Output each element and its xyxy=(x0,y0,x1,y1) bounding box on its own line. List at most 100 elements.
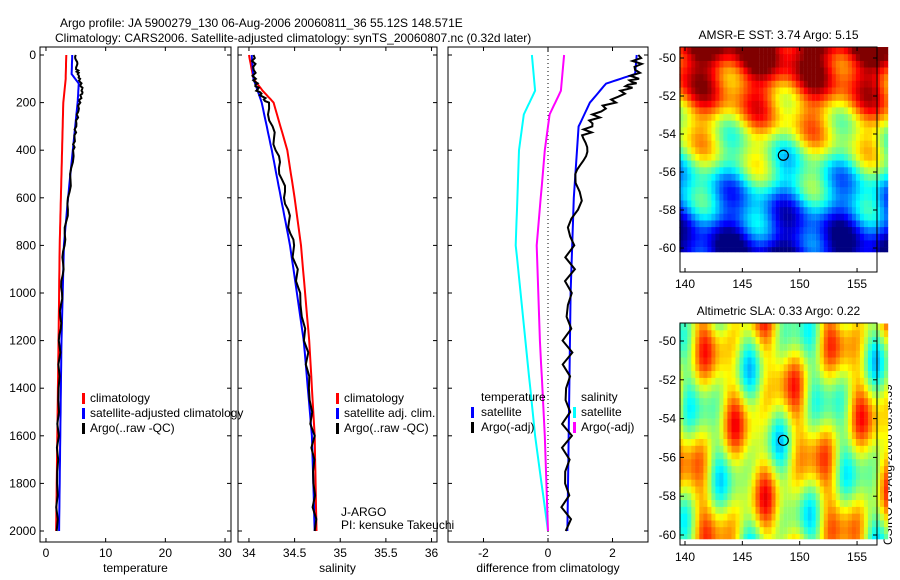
map-cell xyxy=(876,357,881,365)
map-cell xyxy=(739,80,744,88)
map-cell xyxy=(763,452,768,460)
map-cell xyxy=(876,466,881,474)
map-cell xyxy=(827,350,832,358)
map-cell xyxy=(771,452,776,460)
map-cell xyxy=(707,120,712,128)
map-cell xyxy=(779,154,784,161)
map-cell xyxy=(747,160,752,168)
map-cell xyxy=(880,147,885,155)
map-cell xyxy=(791,432,796,440)
map-cell xyxy=(719,459,724,467)
map-cell xyxy=(819,466,824,474)
map-cell xyxy=(880,527,885,535)
map-cell xyxy=(795,445,800,453)
map-cell xyxy=(739,120,744,128)
map-cell xyxy=(775,60,780,68)
map-cell xyxy=(859,323,865,331)
map-cell xyxy=(855,193,861,201)
map-cell xyxy=(807,486,812,494)
map-cell xyxy=(735,160,740,168)
map-cell xyxy=(827,167,832,175)
map-cell xyxy=(835,154,840,161)
map-cell xyxy=(715,74,720,82)
map-cell xyxy=(843,343,849,351)
map-cell xyxy=(715,67,720,75)
map-cell xyxy=(691,520,696,528)
map-cell xyxy=(719,247,724,253)
map-cell xyxy=(847,60,853,68)
y-tick-label: 1000 xyxy=(9,286,36,300)
map-cell xyxy=(775,330,780,338)
map-cell xyxy=(771,193,776,201)
map-cell xyxy=(731,364,736,372)
map-cell xyxy=(683,67,688,75)
map-cell xyxy=(859,411,865,419)
map-cell xyxy=(763,207,768,215)
map-cell xyxy=(831,425,836,433)
map-cell xyxy=(884,411,889,419)
map-cell xyxy=(851,100,857,108)
map-cell xyxy=(819,127,824,135)
map-cell xyxy=(691,513,696,521)
map-cell xyxy=(743,391,748,399)
map-cell xyxy=(699,173,704,181)
map-cell xyxy=(727,520,732,528)
map-cell xyxy=(787,80,792,88)
map-cell xyxy=(795,384,800,392)
map-cell xyxy=(703,472,708,480)
map-cell xyxy=(691,439,696,447)
map-cell xyxy=(803,207,808,215)
map-cell xyxy=(831,337,836,345)
map-cell xyxy=(876,384,881,392)
map-cell xyxy=(771,213,776,221)
map-cell xyxy=(703,227,708,235)
map-cell xyxy=(831,60,836,68)
map-cell xyxy=(851,343,857,351)
map-cell xyxy=(827,439,832,447)
map-cell xyxy=(827,371,832,379)
map-cell xyxy=(719,140,724,148)
map-cell xyxy=(739,213,744,221)
map-cell xyxy=(767,493,772,501)
map-cell xyxy=(759,147,764,155)
map-cell xyxy=(783,527,788,535)
map-cell xyxy=(715,445,720,453)
map-cell xyxy=(807,140,812,148)
map-cell xyxy=(811,411,816,419)
map-cell xyxy=(751,140,756,148)
map-cell xyxy=(691,472,696,480)
x-tick-label: 140 xyxy=(675,550,695,564)
map-cell xyxy=(839,418,844,426)
map-cell xyxy=(707,173,712,181)
map-cell xyxy=(863,357,869,365)
map-cell xyxy=(876,207,881,215)
map-cell xyxy=(707,391,712,399)
map-cell xyxy=(759,100,764,108)
legend-label: satellite xyxy=(481,405,522,419)
map-cell xyxy=(683,147,688,155)
map-cell xyxy=(727,187,732,195)
map-cell xyxy=(763,220,768,228)
map-cell xyxy=(735,384,740,392)
map-cell xyxy=(683,425,688,433)
map-cell xyxy=(783,371,788,379)
map-cell xyxy=(867,398,873,406)
map-cell xyxy=(703,60,708,68)
map-cell xyxy=(791,371,796,379)
map-cell xyxy=(771,432,776,440)
map-cell xyxy=(787,227,792,235)
map-cell xyxy=(711,418,716,426)
map-cell xyxy=(843,127,849,135)
map-cell xyxy=(815,486,820,494)
map-cell xyxy=(747,357,752,365)
map-cell xyxy=(851,506,857,514)
map-cell xyxy=(884,207,889,215)
map-cell xyxy=(747,330,752,338)
map-cell xyxy=(727,147,732,155)
map-cell xyxy=(755,323,760,331)
map-cell xyxy=(791,94,796,102)
map-cell xyxy=(727,200,732,208)
map-cell xyxy=(723,513,728,521)
map-cell xyxy=(811,398,816,406)
map-cell xyxy=(839,391,844,399)
